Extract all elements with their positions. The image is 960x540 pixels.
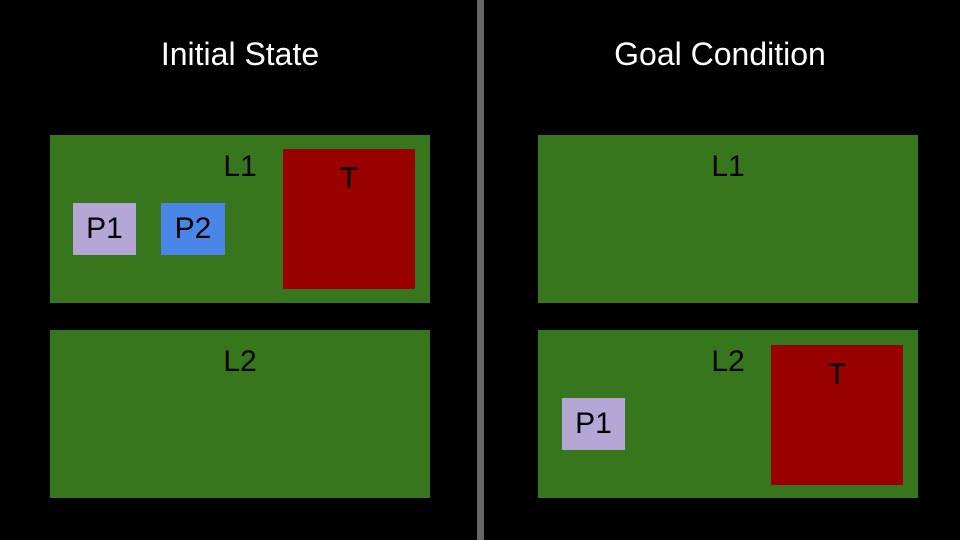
truck: T — [771, 345, 903, 485]
goal-location-l2: L2 P1 T — [538, 330, 918, 498]
goal-condition-title: Goal Condition — [614, 36, 826, 72]
truck-label: T — [339, 162, 359, 195]
location-label-l1: L1 — [711, 150, 745, 183]
truck: T — [283, 149, 415, 289]
initial-location-l1: L1 P1 P2 T — [50, 135, 430, 303]
initial-state-title: Initial State — [160, 36, 320, 72]
location-label-l2: L2 — [711, 345, 745, 378]
panel-divider — [477, 0, 484, 540]
package-p2: P2 — [161, 203, 225, 255]
initial-location-l2: L2 — [50, 330, 430, 498]
location-label-l2: L2 — [223, 345, 257, 378]
location-label-l1: L1 — [223, 150, 257, 183]
package-p1: P1 — [562, 398, 625, 450]
package-p1: P1 — [73, 203, 136, 255]
truck-label: T — [827, 358, 847, 391]
goal-location-l1: L1 — [538, 135, 918, 303]
